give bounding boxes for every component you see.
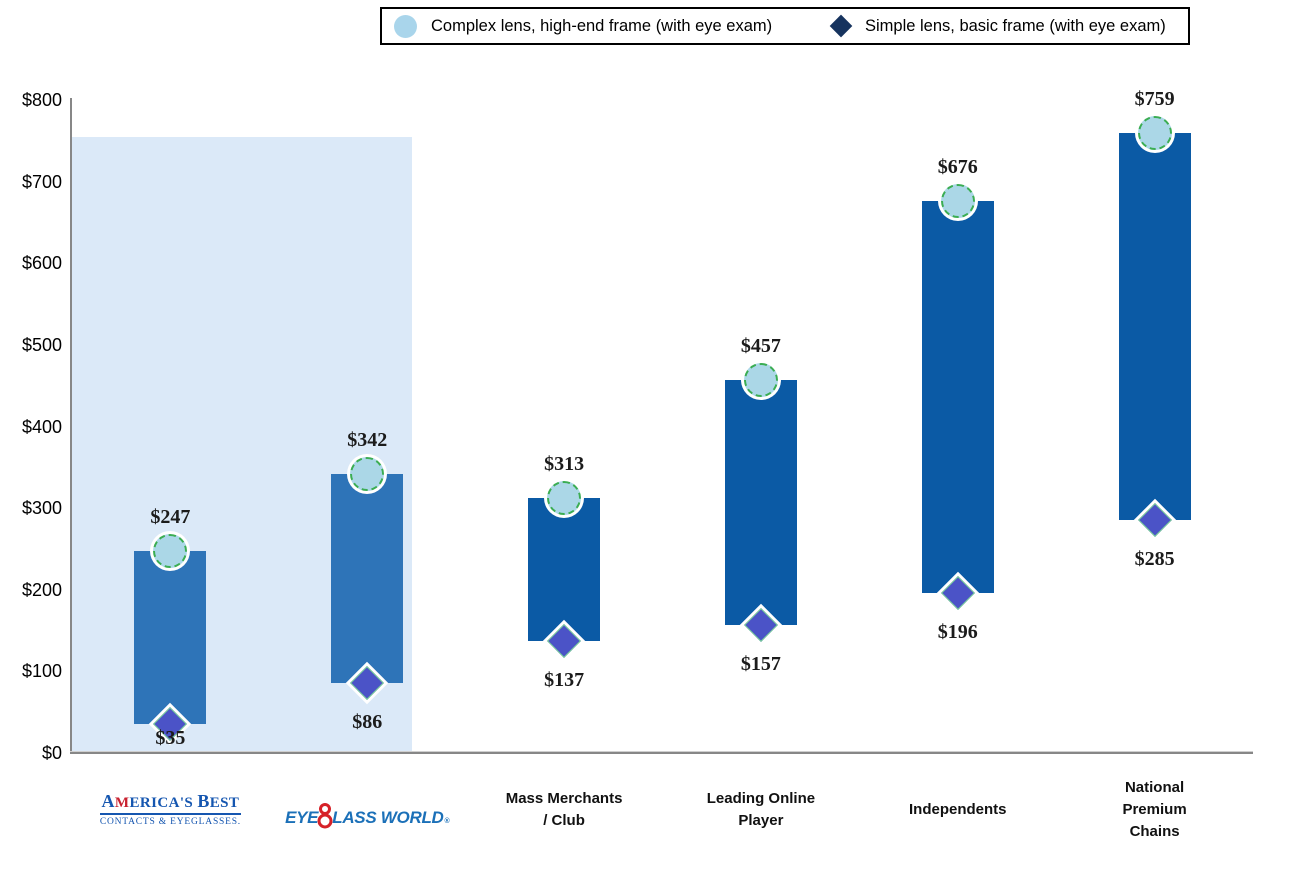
low-value-label: $86 (352, 710, 383, 733)
category-label: Leading Online Player (663, 770, 860, 850)
y-tick-label: $100 (21, 661, 62, 682)
low-value-label: $137 (544, 669, 585, 692)
category-label: Independents (859, 770, 1056, 850)
complex-lens-circle-icon (153, 534, 188, 569)
category-label-text: Leading Online Player (706, 790, 816, 829)
low-value-label: $196 (937, 621, 978, 643)
complex-lens-circle-icon (547, 480, 582, 515)
legend-label: Simple lens, basic frame (with eye exam) (865, 16, 1166, 35)
category-label-text: National Premium Chains (1122, 779, 1187, 840)
americas-best-logo: AMERICA'S BEST CONTACTS & EYEGLASSES. (99, 792, 241, 827)
price-range-bar (134, 551, 207, 725)
high-value-label: $247 (150, 506, 191, 529)
category-label: National Premium Chains (1056, 770, 1253, 850)
price-range-bar (331, 473, 404, 683)
y-tick-label: $400 (21, 416, 62, 437)
category-label-text: Independents (908, 801, 1007, 818)
y-axis (70, 98, 72, 754)
price-range-bar (921, 201, 994, 593)
y-tick-label: $200 (21, 579, 62, 600)
complex-lens-circle-icon (743, 362, 778, 397)
category-label: EYE LASS WORLD ® (269, 770, 466, 850)
high-value-label: $342 (347, 428, 388, 451)
high-value-label: $457 (740, 334, 781, 357)
price-range-bar (1118, 133, 1191, 521)
y-tick-label: $300 (21, 498, 62, 519)
y-tick-label: $500 (21, 334, 62, 355)
y-tick-label: $700 (21, 171, 62, 192)
circle-marker-icon (394, 14, 417, 38)
category-label: Mass Merchants / Club (466, 770, 663, 850)
legend-item-complex-lens: Complex lens, high-end frame (with eye e… (394, 9, 772, 43)
price-range-bar (528, 497, 601, 642)
high-value-label: $759 (1134, 88, 1175, 111)
y-tick-label: $800 (21, 90, 62, 110)
high-value-label: $313 (544, 452, 585, 475)
americas-best-tagline: CONTACTS & EYEGLASSES. (99, 817, 241, 827)
x-axis (70, 752, 1253, 754)
y-tick-label: $0 (41, 743, 62, 763)
americas-best-wordmark: AMERICA'S BEST (99, 792, 241, 815)
x-axis-shadow (70, 751, 1253, 752)
eyeglass-world-g-icon (317, 801, 333, 836)
legend-label: Complex lens, high-end frame (with eye e… (431, 16, 773, 35)
y-tick-label: $600 (21, 253, 62, 274)
category-label: AMERICA'S BEST CONTACTS & EYEGLASSES. (72, 770, 269, 850)
legend-item-simple-lens: Simple lens, basic frame (with eye exam) (829, 9, 1166, 43)
legend: Complex lens, high-end frame (with eye e… (380, 7, 1190, 45)
price-range-bar (724, 379, 797, 625)
low-value-label: $285 (1134, 548, 1175, 571)
complex-lens-circle-icon (940, 184, 975, 219)
complex-lens-circle-icon (1137, 116, 1172, 151)
complex-lens-circle-icon (350, 456, 385, 491)
low-value-label: $157 (740, 652, 781, 675)
category-label-text: Mass Merchants / Club (505, 790, 623, 829)
low-value-label: $35 (155, 727, 186, 749)
eyeglass-world-logo: EYE LASS WORLD ® (285, 793, 450, 828)
high-value-label: $676 (937, 156, 978, 179)
